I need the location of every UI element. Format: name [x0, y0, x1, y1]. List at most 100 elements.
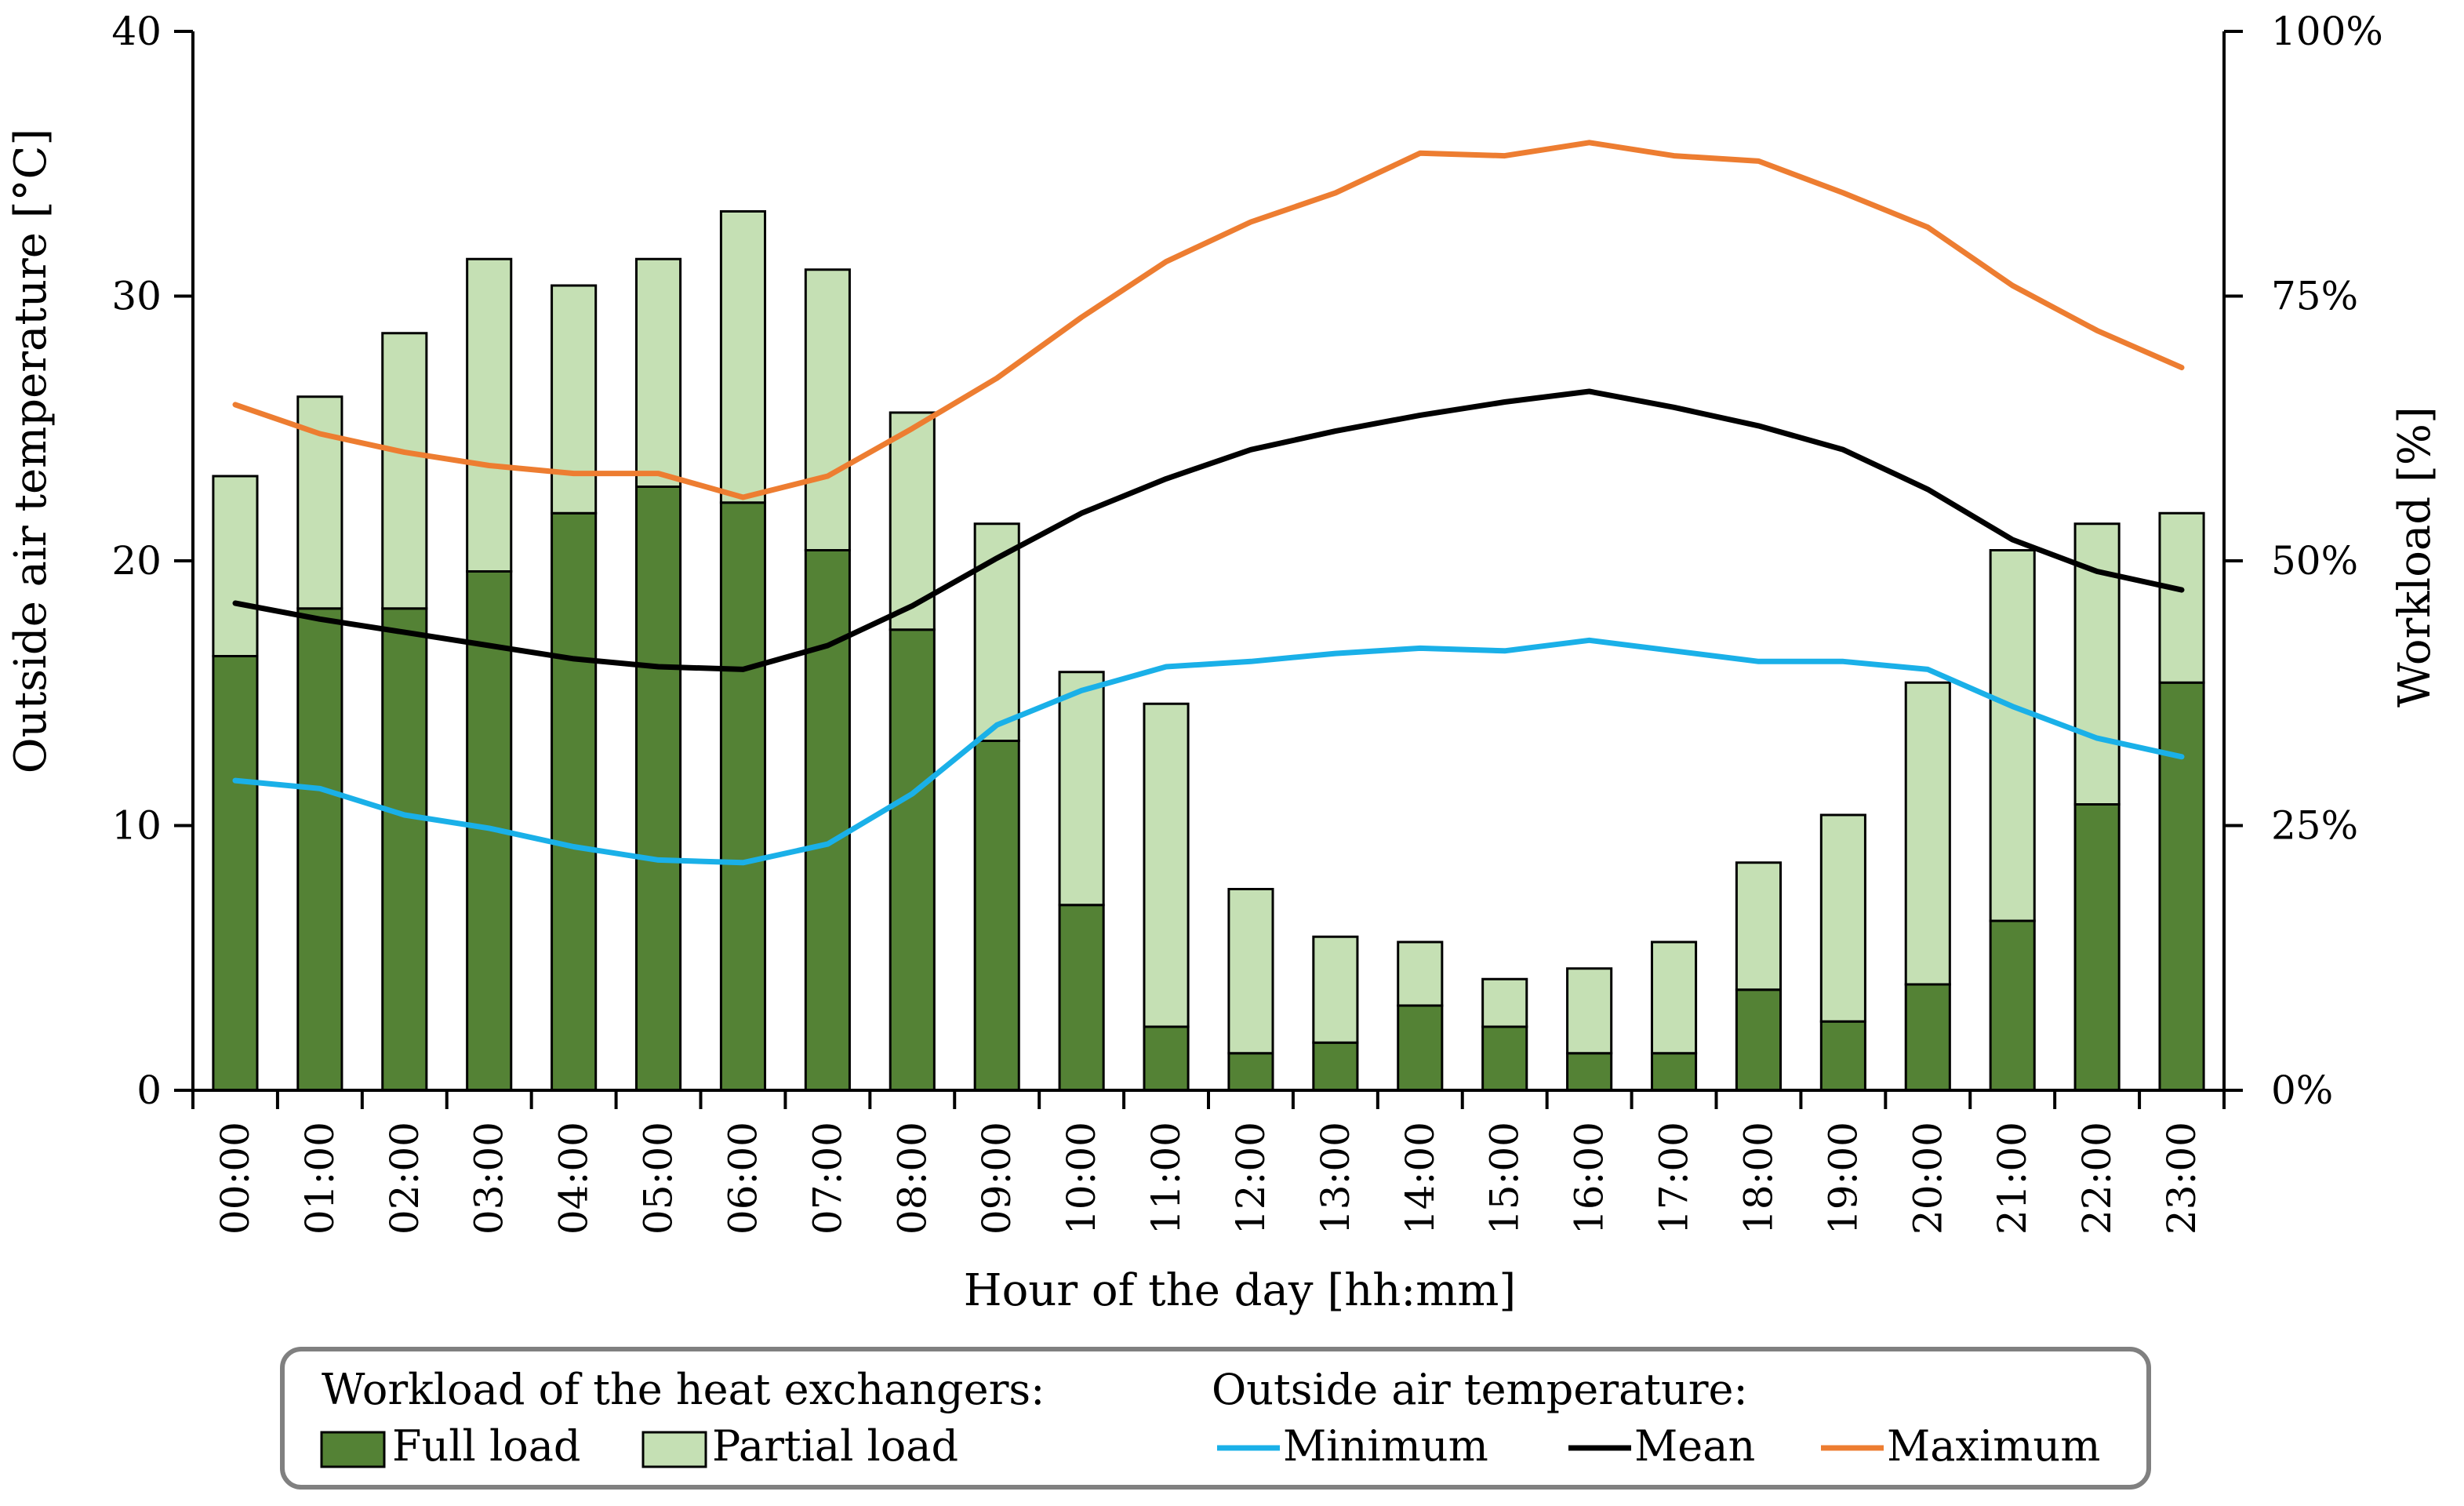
x-tick-label: 22:00 — [2074, 1122, 2120, 1235]
x-tick-label: 05:00 — [636, 1122, 681, 1235]
left-y-tick-label: 40 — [111, 9, 162, 54]
bar-partial-load-1400 — [1397, 940, 1444, 1007]
x-tick-label: 12:00 — [1228, 1122, 1274, 1235]
right-y-tick-label: 50% — [2271, 538, 2358, 584]
x-tick-label: 23:00 — [2159, 1122, 2204, 1235]
bar-partial-load-0800 — [889, 411, 936, 631]
x-tick-label: 15:00 — [1482, 1122, 1528, 1235]
bar-full-load-0500 — [634, 486, 682, 1092]
right-y-axis-title: Workload [%] — [2389, 406, 2440, 708]
bar-partial-load-2300 — [2158, 511, 2205, 684]
legend-full-load-label: Full load — [392, 1421, 581, 1471]
bar-partial-load-2100 — [1989, 549, 2036, 922]
bar-partial-load-1500 — [1481, 977, 1528, 1028]
x-tick-label: 00:00 — [213, 1122, 258, 1235]
left-y-tick-label: 10 — [111, 803, 162, 849]
bar-partial-load-1300 — [1312, 935, 1359, 1044]
left-y-axis-title: Outside air temperature [°C] — [5, 129, 56, 774]
line-minimum — [232, 637, 2185, 866]
bar-full-load-1700 — [1650, 1052, 1698, 1092]
x-tick-label: 10:00 — [1059, 1122, 1104, 1235]
bar-full-load-2300 — [2158, 681, 2205, 1092]
legend-bars-group-title: Workload of the heat exchangers: — [322, 1365, 1045, 1414]
bar-full-load-0100 — [296, 607, 343, 1092]
bar-full-load-1000 — [1058, 904, 1105, 1092]
legend-partial-load-swatch — [641, 1431, 707, 1468]
x-axis-title: Hour of the day [hh:mm] — [964, 1265, 1517, 1316]
bar-partial-load-1700 — [1650, 940, 1698, 1055]
bar-full-load-2200 — [2073, 803, 2121, 1092]
x-tick-label: 06:00 — [720, 1122, 765, 1235]
left-y-tick-label: 0 — [136, 1068, 162, 1113]
axes-layer: 0 10 20 30 40 0% 25% 50% 75% 100% 00:00 01:00 02:00 0… — [111, 9, 2383, 1235]
left-y-tick-label: 20 — [111, 538, 162, 584]
legend-full-load-swatch — [320, 1431, 386, 1468]
bar-partial-load-1600 — [1566, 967, 1613, 1055]
bar-full-load-1200 — [1227, 1052, 1274, 1092]
lines-layer — [232, 140, 2185, 866]
x-tick-label: 02:00 — [382, 1122, 427, 1235]
line-mean — [232, 388, 2185, 672]
bar-partial-load-1900 — [1819, 813, 1866, 1023]
bar-full-load-0400 — [551, 511, 598, 1092]
bar-partial-load-1800 — [1735, 861, 1783, 991]
bar-full-load-0200 — [381, 607, 428, 1092]
bar-full-load-1800 — [1735, 988, 1783, 1092]
legend-minimum-label: Minimum — [1283, 1421, 1488, 1471]
bar-partial-load-0700 — [804, 268, 851, 551]
x-tick-label: 13:00 — [1313, 1122, 1358, 1235]
bar-full-load-0900 — [973, 740, 1020, 1092]
bar-full-load-1500 — [1481, 1025, 1528, 1092]
x-tick-label: 08:00 — [889, 1122, 935, 1235]
legend: Workload of the heat exchangers: Outside… — [280, 1347, 2151, 1490]
bar-partial-load-0200 — [381, 332, 428, 610]
bar-partial-load-0600 — [719, 210, 767, 504]
bars-layer — [212, 210, 2205, 1092]
legend-mean-label: Mean — [1634, 1421, 1755, 1471]
bar-full-load-1100 — [1143, 1025, 1190, 1092]
x-tick-label: 09:00 — [974, 1122, 1019, 1235]
x-tick-label: 01:00 — [297, 1122, 343, 1235]
bar-full-load-2000 — [1904, 983, 1951, 1092]
bar-partial-load-0100 — [296, 395, 343, 610]
right-y-tick-label: 25% — [2271, 803, 2358, 849]
x-tick-label: 16:00 — [1567, 1122, 1612, 1235]
bar-full-load-1600 — [1566, 1052, 1613, 1092]
bar-full-load-0800 — [889, 628, 936, 1092]
bar-partial-load-0500 — [634, 257, 682, 488]
x-tick-label: 21:00 — [1990, 1122, 2035, 1235]
x-tick-label: 03:00 — [467, 1122, 512, 1235]
bar-full-load-1900 — [1819, 1020, 1866, 1092]
bar-partial-load-0300 — [466, 257, 513, 573]
right-y-tick-label: 100% — [2271, 9, 2383, 54]
x-tick-label: 17:00 — [1652, 1122, 1697, 1235]
bar-full-load-0000 — [212, 655, 259, 1092]
legend-frame — [280, 1347, 2151, 1490]
bar-partial-load-0400 — [551, 284, 598, 515]
x-tick-label: 11:00 — [1143, 1122, 1189, 1235]
x-tick-label: 04:00 — [551, 1122, 597, 1235]
bar-full-load-0600 — [719, 501, 767, 1092]
right-y-tick-label: 75% — [2271, 274, 2358, 319]
bar-full-load-1300 — [1312, 1041, 1359, 1092]
legend-maximum-label: Maximum — [1887, 1421, 2100, 1471]
legend-partial-load-label: Partial load — [712, 1421, 958, 1471]
bar-full-load-0700 — [804, 549, 851, 1092]
bar-full-load-2100 — [1989, 919, 2036, 1092]
right-y-tick-label: 0% — [2271, 1068, 2333, 1113]
x-tick-label: 07:00 — [805, 1122, 850, 1235]
left-y-tick-label: 30 — [111, 274, 162, 319]
line-maximum — [232, 140, 2185, 500]
bar-full-load-1400 — [1397, 1004, 1444, 1092]
x-tick-label: 14:00 — [1397, 1122, 1443, 1235]
x-tick-label: 18:00 — [1735, 1122, 1781, 1235]
legend-lines-group-title: Outside air temperature: — [1212, 1365, 1748, 1414]
bar-partial-load-1200 — [1227, 888, 1274, 1055]
bar-partial-load-1000 — [1058, 671, 1105, 907]
bar-partial-load-1100 — [1143, 702, 1190, 1028]
x-tick-label: 19:00 — [1820, 1122, 1866, 1235]
bar-partial-load-2000 — [1904, 681, 1951, 986]
x-tick-label: 20:00 — [1905, 1122, 1950, 1235]
bar-partial-load-0000 — [212, 475, 259, 657]
